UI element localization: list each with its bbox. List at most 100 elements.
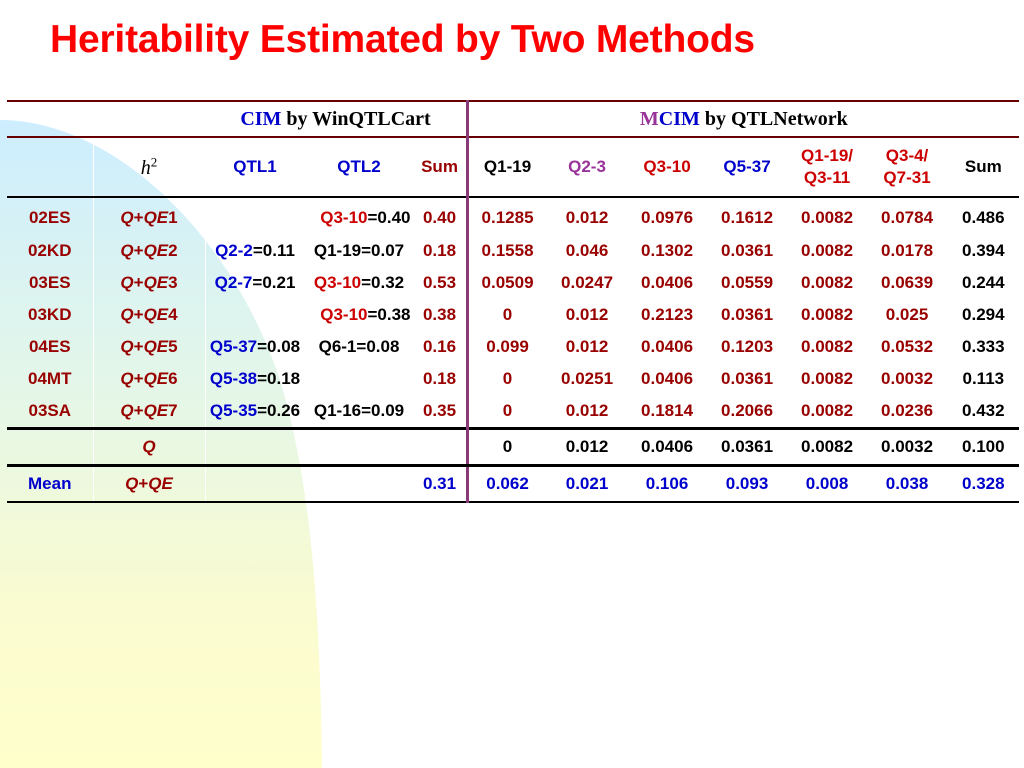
model-q: Q bbox=[120, 207, 134, 227]
empty-cell bbox=[205, 427, 306, 467]
qtl1-value: =0.18 bbox=[257, 369, 301, 388]
mcim-sum-cell: 0.100 bbox=[947, 427, 1020, 467]
table-row: 03SA Q+QE7 Q5-35=0.26 Q1-16=0.09 0.35 0 0.012 0… bbox=[7, 395, 1019, 429]
mean-row: Mean Q+QE 0.31 0.062 0.021 0.106 0.093 0.008 0.0… bbox=[7, 465, 1020, 503]
mcim-value-cell: 0.008 bbox=[787, 465, 868, 503]
model-cell: Q+QE4 bbox=[93, 299, 206, 331]
env-cell: 03KD bbox=[7, 299, 94, 331]
mcim-value-cell: 0.0082 bbox=[787, 427, 868, 467]
table-row: 03KD Q+QE4 Q3-10=0.38 0.38 0 0.012 0.2123 0.036… bbox=[7, 299, 1019, 331]
env-cell: 02KD bbox=[7, 235, 94, 267]
mcim-value-cell: 0.0082 bbox=[787, 235, 868, 267]
empty-cell bbox=[7, 427, 94, 467]
mcim-value-cell: 0.0406 bbox=[627, 363, 708, 395]
cim-method-header: CIM by WinQTLCart bbox=[205, 100, 469, 137]
env-cell: 04ES bbox=[7, 331, 94, 363]
mcim-value-cell: 0.0082 bbox=[787, 267, 868, 299]
table-row: 04ES Q+QE5 Q5-37=0.08 Q6-1=0.08 0.16 0.099 0.0… bbox=[7, 331, 1019, 363]
model-plus: + bbox=[133, 401, 144, 420]
mcim-value-cell: 0.1558 bbox=[467, 235, 548, 267]
empty-cell bbox=[305, 427, 414, 467]
model-index: 6 bbox=[168, 369, 178, 388]
qtl1-cell bbox=[205, 299, 306, 331]
model-q: Q bbox=[125, 474, 139, 493]
qtl1-value: =0.21 bbox=[252, 273, 296, 292]
qtl1-cell: Q5-38=0.18 bbox=[205, 363, 306, 395]
model-cell: Q+QE7 bbox=[93, 395, 206, 429]
model-q: Q bbox=[120, 241, 134, 260]
qtl2-name: Q3-10 bbox=[320, 305, 368, 324]
mcim-value-cell: 0.012 bbox=[547, 395, 628, 429]
mcim-sum-cell: 0.486 bbox=[962, 207, 1005, 227]
cim-sum-cell: 0.31 bbox=[413, 465, 469, 503]
table-row: 03ES Q+QE3 Q2-7=0.21 Q3-10=0.32 0.53 0.0509 0.… bbox=[7, 267, 1019, 299]
mcim-value-cell: 0.0361 bbox=[707, 363, 788, 395]
qtl1-value: =0.08 bbox=[257, 337, 301, 356]
empty-cell bbox=[413, 427, 469, 467]
mcim-value-cell: 0.046 bbox=[547, 235, 628, 267]
model-plus: + bbox=[133, 273, 144, 292]
mcim-value-cell: 0.0032 bbox=[867, 363, 948, 395]
qtl1-value: =0.26 bbox=[257, 401, 301, 420]
mcim-value-cell: 0.093 bbox=[707, 465, 788, 503]
model-cell: Q+QE bbox=[93, 465, 206, 503]
model-qe: QE bbox=[148, 474, 173, 493]
model-plus: + bbox=[138, 474, 149, 493]
qtl2-value: Q1-19=0.07 bbox=[313, 241, 405, 260]
mcim-value-cell: 0.1302 bbox=[627, 235, 708, 267]
qtl2-value: Q6-1=0.08 bbox=[318, 337, 400, 356]
qtl1-cell: Q2-2=0.11 bbox=[205, 235, 306, 267]
table-row: 02ES Q+QE1 Q3-10=0.40 0.40 0.1285 0.012 0.0976… bbox=[7, 197, 1019, 235]
h2-header: h2 bbox=[93, 136, 206, 198]
mcim-value-cell: 0.0406 bbox=[627, 427, 708, 467]
cim-sum-cell: 0.38 bbox=[413, 299, 469, 331]
table-row: 04MT Q+QE6 Q5-38=0.18 0.18 0 0.0251 0.0406 0.03… bbox=[7, 363, 1019, 395]
model-q: Q bbox=[120, 401, 134, 420]
mcim-value-cell: 0 bbox=[467, 395, 548, 429]
env-cell: 02ES bbox=[7, 197, 94, 235]
q2-3-header: Q2-3 bbox=[547, 136, 628, 198]
slide-title: Heritability Estimated by Two Methods bbox=[50, 18, 755, 61]
mcim-value-cell: 0.0976 bbox=[627, 197, 708, 235]
qtl2-value: Q1-16=0.09 bbox=[313, 401, 405, 420]
model-index: 1 bbox=[168, 207, 178, 227]
mcim-value-cell: 0.012 bbox=[547, 427, 628, 467]
qtl2-header: QTL2 bbox=[305, 136, 414, 198]
qtl1-cell bbox=[205, 197, 306, 235]
mcim-sum-cell: 0.394 bbox=[962, 241, 1005, 260]
heritability-table-container: CIM by WinQTLCart MCIM by QTLNetwork h2 … bbox=[7, 100, 1020, 503]
mcim-value-cell: 0.0406 bbox=[627, 331, 708, 363]
model-plus: + bbox=[133, 337, 144, 356]
mcim-value-cell: 0.021 bbox=[547, 465, 628, 503]
model-qe: QE bbox=[143, 337, 169, 356]
mcim-value-cell: 0.099 bbox=[467, 331, 548, 363]
mcim-value-cell: 0.062 bbox=[467, 465, 548, 503]
mcim-sum-cell: 0.333 bbox=[962, 337, 1005, 356]
mcim-value-cell: 0 bbox=[467, 363, 548, 395]
mcim-sum-cell: 0.294 bbox=[962, 305, 1005, 324]
header-row-methods: CIM by WinQTLCart MCIM by QTLNetwork bbox=[7, 100, 1020, 137]
mcim-value-cell: 0.0082 bbox=[787, 197, 868, 235]
mcim-value-cell: 0.0406 bbox=[627, 267, 708, 299]
mcim-value-cell: 0.2066 bbox=[707, 395, 788, 429]
empty-cell bbox=[305, 465, 414, 503]
qtl2-cell: Q1-19=0.07 bbox=[305, 235, 414, 267]
qtl1-name: Q2-7 bbox=[214, 273, 253, 292]
mcim-value-cell: 0.025 bbox=[867, 299, 948, 331]
qtl2-cell: Q3-10=0.40 bbox=[305, 197, 414, 235]
qtl1-cell: Q5-37=0.08 bbox=[205, 331, 306, 363]
env-cell: 04MT bbox=[7, 363, 94, 395]
mcim-sum-cell: 0.432 bbox=[962, 401, 1005, 420]
mcim-sum-header: Sum bbox=[947, 136, 1020, 198]
model-qe: QE bbox=[143, 241, 169, 260]
q-only-row: Q 0 0.012 0.0406 0.0361 0.0082 0.0032 0.100 bbox=[7, 427, 1020, 467]
qtl2-cell bbox=[305, 363, 414, 395]
model-cell: Q+QE5 bbox=[93, 331, 206, 363]
qtl2-name: Q3-10 bbox=[313, 273, 362, 292]
model-cell: Q+QE6 bbox=[93, 363, 206, 395]
qtl1-name: Q5-37 bbox=[209, 337, 258, 356]
mcim-value-cell: 0.0082 bbox=[787, 395, 868, 429]
cim-sum-cell: 0.18 bbox=[413, 235, 469, 267]
q1-19-q3-11-header: Q1-19/Q3-11 bbox=[787, 136, 868, 198]
qtl2-name: Q3-10 bbox=[320, 207, 368, 227]
